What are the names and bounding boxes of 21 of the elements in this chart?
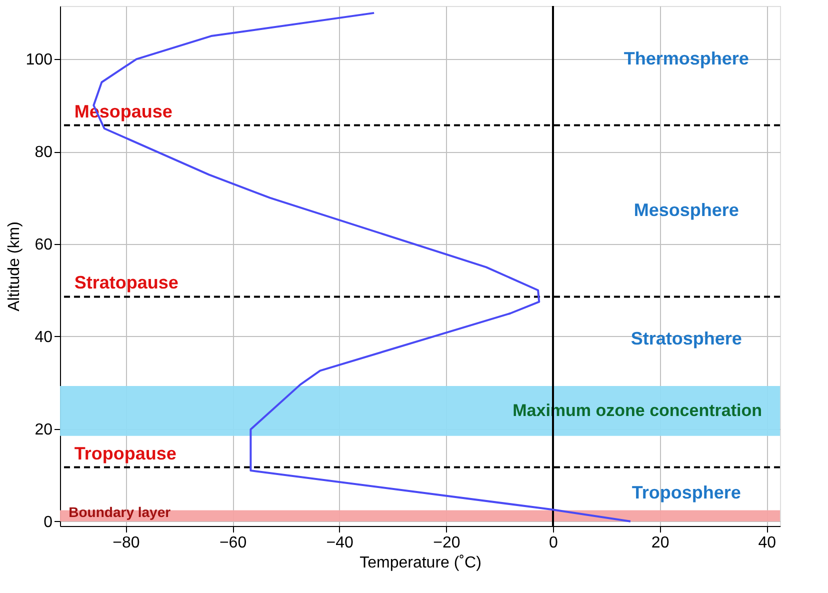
y-tick-label: 40 [34,328,53,346]
x-tick-label: −20 [433,534,460,552]
y-tick-label: 60 [34,236,53,254]
annotation: Troposphere [632,482,741,503]
annotation: Thermosphere [624,48,749,69]
x-tick-label: 0 [549,534,558,552]
x-tick-label: −40 [326,534,354,552]
annotation: Mesosphere [634,200,739,220]
annotation: Stratosphere [630,328,742,348]
y-tick-label: 0 [44,514,53,531]
x-axis-title: Temperature (˚C) [360,554,482,572]
ref-line-label: Tropopause [74,443,176,464]
y-axis-title: Altitude (km) [6,222,23,312]
ref-line-label: Stratopause [74,272,178,293]
y-tick-label: 80 [34,144,53,162]
x-tick-label: 20 [651,534,670,552]
x-tick-label: −60 [219,534,247,552]
y-tick-label: 100 [26,52,53,69]
x-tick-label: −80 [112,534,140,552]
y-tick-label: 20 [34,421,53,438]
x-tick-label: 40 [758,534,776,552]
